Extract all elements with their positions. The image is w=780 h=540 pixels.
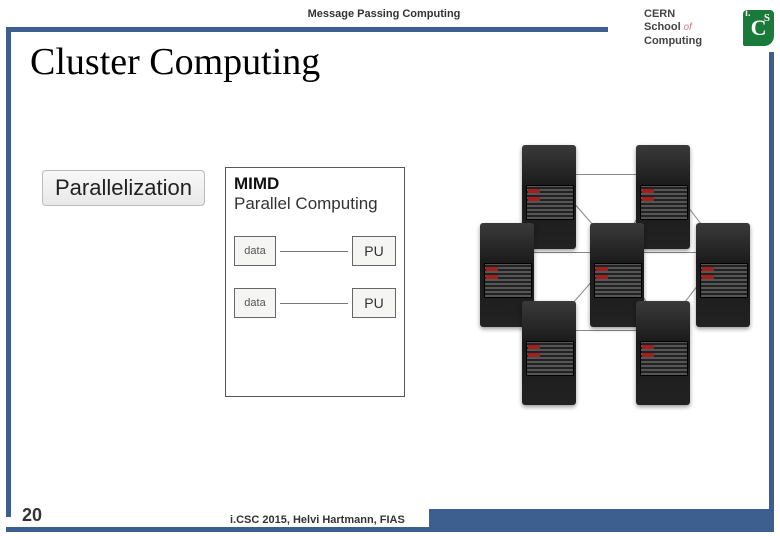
logo-text: CERN School of Computing — [644, 8, 737, 48]
mimd-pu-cell: PU — [352, 236, 396, 266]
frame-top — [6, 27, 608, 32]
mimd-connector — [280, 303, 348, 304]
server-tower — [636, 301, 690, 405]
mimd-row: data PU — [234, 236, 396, 266]
mimd-data-cell: data — [234, 236, 276, 266]
mimd-panel: MIMD Parallel Computing data PU data PU — [225, 167, 405, 397]
frame-left — [6, 27, 11, 517]
mimd-title: MIMD — [234, 174, 396, 194]
page-title: Cluster Computing — [30, 40, 320, 84]
mimd-row: data PU — [234, 288, 396, 318]
logo: CERN School of Computing i. S C — [644, 4, 774, 52]
breadcrumb: Message Passing Computing — [244, 8, 524, 26]
frame-footer-block — [429, 509, 774, 527]
parallelization-chip: Parallelization — [42, 170, 205, 206]
page-number: 20 — [22, 505, 42, 526]
mimd-subtitle: Parallel Computing — [234, 194, 396, 214]
server-tower — [696, 223, 750, 327]
mimd-pu-cell: PU — [352, 288, 396, 318]
frame-right — [769, 52, 774, 527]
logo-badge: i. S C — [743, 10, 774, 46]
mimd-connector — [280, 251, 348, 252]
footer-credit: i.CSC 2015, Helvi Hartmann, FIAS — [230, 514, 405, 526]
server-tower — [522, 301, 576, 405]
cluster-diagram — [480, 145, 760, 405]
server-tower — [636, 145, 690, 249]
mimd-data-cell: data — [234, 288, 276, 318]
frame-bottom — [6, 527, 774, 532]
